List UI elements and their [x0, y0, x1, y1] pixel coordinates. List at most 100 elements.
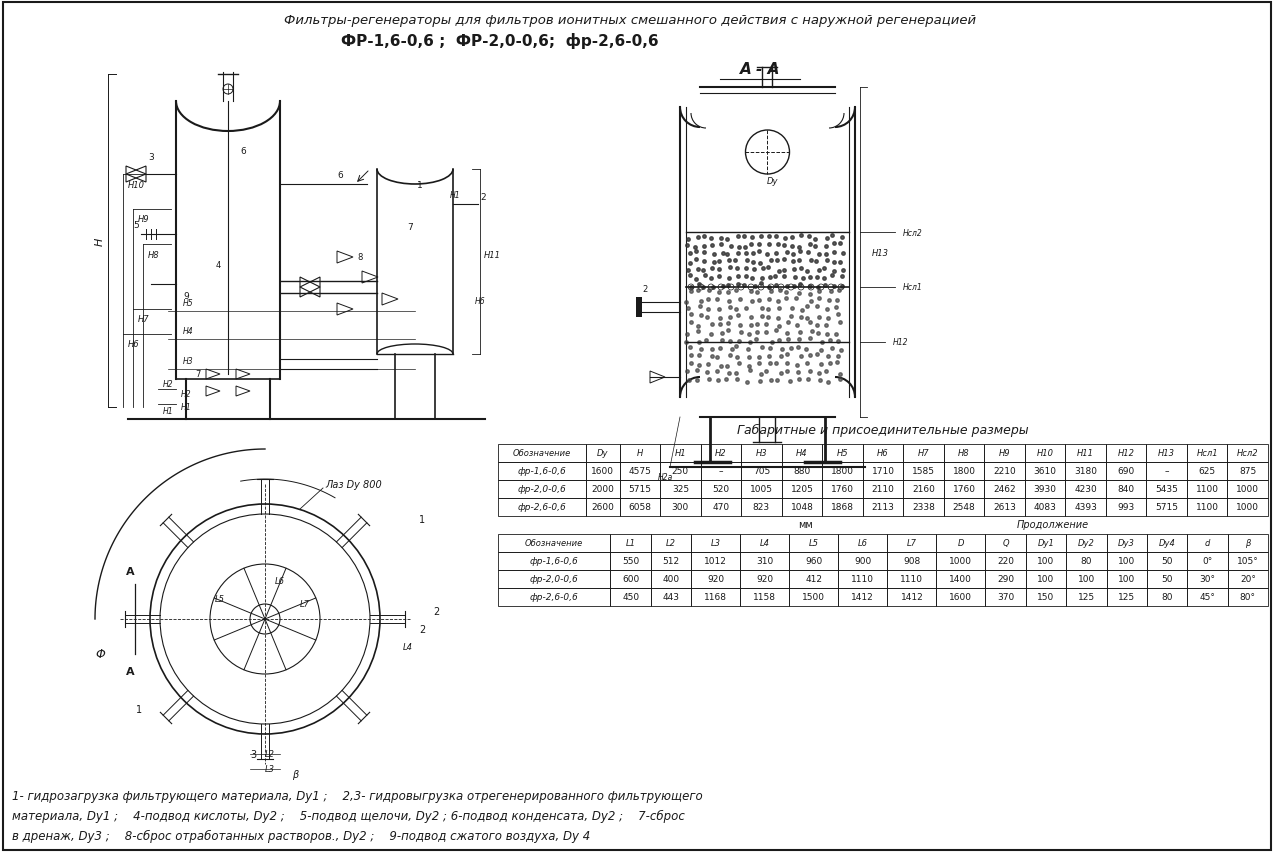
Text: 80°: 80° — [1240, 593, 1256, 602]
Text: 1005: 1005 — [750, 485, 773, 494]
Bar — [741, 480, 782, 498]
Text: 2: 2 — [480, 192, 485, 201]
Text: L4: L4 — [759, 539, 769, 548]
Text: H6: H6 — [878, 449, 889, 458]
Bar — [660, 480, 701, 498]
Bar — [1147, 444, 1187, 462]
Text: H11: H11 — [484, 250, 501, 259]
Bar — [944, 444, 985, 462]
Bar — [822, 462, 862, 480]
Text: H4: H4 — [182, 327, 194, 336]
Text: 5435: 5435 — [1156, 485, 1178, 494]
Text: L2: L2 — [265, 750, 275, 758]
Text: 150: 150 — [1037, 593, 1055, 602]
Bar — [1187, 480, 1227, 498]
Bar — [1147, 462, 1187, 480]
Bar — [822, 444, 862, 462]
Bar — [1107, 553, 1147, 571]
Text: 1868: 1868 — [831, 503, 854, 512]
Bar — [944, 498, 985, 516]
Text: 250: 250 — [671, 467, 689, 476]
Text: 80: 80 — [1162, 593, 1173, 602]
Text: 993: 993 — [1117, 503, 1135, 512]
Text: A: A — [126, 566, 134, 577]
Text: 520: 520 — [712, 485, 730, 494]
Bar — [740, 553, 790, 571]
Bar — [1026, 534, 1066, 553]
Text: Нсл2: Нсл2 — [903, 229, 922, 237]
Text: Dy2: Dy2 — [1078, 539, 1094, 548]
Bar — [903, 498, 944, 516]
Bar — [985, 571, 1026, 589]
Bar — [790, 553, 838, 571]
Bar — [985, 553, 1026, 571]
Text: 920: 920 — [707, 575, 725, 583]
Text: 300: 300 — [671, 503, 689, 512]
Text: H2: H2 — [181, 390, 191, 399]
Text: 450: 450 — [622, 593, 640, 602]
Text: фр-2,6-0,6: фр-2,6-0,6 — [530, 593, 578, 602]
Text: 290: 290 — [998, 575, 1014, 583]
Text: L6: L6 — [857, 539, 868, 548]
Text: Dy: Dy — [598, 449, 609, 458]
Bar — [692, 534, 740, 553]
Bar — [838, 534, 887, 553]
Bar — [619, 462, 660, 480]
Text: 470: 470 — [712, 503, 730, 512]
Bar — [1227, 462, 1268, 480]
Text: 2613: 2613 — [994, 503, 1017, 512]
Text: 1: 1 — [417, 180, 423, 189]
Bar — [498, 462, 586, 480]
Text: 1168: 1168 — [705, 593, 727, 602]
Bar — [586, 480, 619, 498]
Text: Dy: Dy — [767, 177, 778, 185]
Text: 1800: 1800 — [831, 467, 854, 476]
Text: ФР-1,6-0,6 ;  ФР-2,0-0,6;  фр-2,6-0,6: ФР-1,6-0,6 ; ФР-2,0-0,6; фр-2,6-0,6 — [341, 33, 659, 49]
Text: 550: 550 — [622, 557, 640, 566]
Text: 2: 2 — [419, 624, 426, 635]
Text: 443: 443 — [662, 593, 679, 602]
Bar — [1066, 571, 1107, 589]
Bar — [1066, 589, 1107, 606]
Text: H5: H5 — [182, 299, 194, 308]
Text: 105°: 105° — [1237, 557, 1259, 566]
Text: H10: H10 — [1037, 449, 1054, 458]
Text: 20°: 20° — [1240, 575, 1256, 583]
Bar — [936, 553, 985, 571]
Bar — [985, 444, 1024, 462]
Text: L1: L1 — [626, 539, 636, 548]
Text: 625: 625 — [1199, 467, 1215, 476]
Bar — [619, 480, 660, 498]
Bar — [1065, 444, 1106, 462]
Text: H1: H1 — [674, 449, 687, 458]
Bar — [887, 553, 936, 571]
Text: 3610: 3610 — [1033, 467, 1056, 476]
Text: 3: 3 — [148, 153, 154, 161]
Bar — [660, 498, 701, 516]
Text: 310: 310 — [757, 557, 773, 566]
Text: 1100: 1100 — [1196, 485, 1219, 494]
Bar — [586, 444, 619, 462]
Bar — [1187, 571, 1228, 589]
Text: 1048: 1048 — [790, 503, 813, 512]
Text: 3180: 3180 — [1074, 467, 1097, 476]
Bar — [498, 571, 610, 589]
Bar — [610, 571, 651, 589]
Text: 1000: 1000 — [1236, 503, 1259, 512]
Text: Φ: Φ — [96, 647, 104, 661]
Bar — [1228, 589, 1268, 606]
Text: 900: 900 — [854, 557, 871, 566]
Text: Нсл1: Нсл1 — [1196, 449, 1218, 458]
Text: –: – — [719, 467, 724, 476]
Bar — [1227, 498, 1268, 516]
Text: Фильтры-регенераторы для фильтров ионитных смешанного действия с наружной регене: Фильтры-регенераторы для фильтров ионитн… — [284, 14, 976, 27]
Text: L7: L7 — [299, 600, 310, 609]
Bar — [651, 534, 692, 553]
Text: 6: 6 — [240, 148, 246, 156]
Bar — [936, 589, 985, 606]
Text: 8: 8 — [357, 253, 363, 262]
Bar — [619, 444, 660, 462]
Bar — [651, 571, 692, 589]
Text: H2a: H2a — [657, 473, 673, 482]
Text: 690: 690 — [1117, 467, 1135, 476]
